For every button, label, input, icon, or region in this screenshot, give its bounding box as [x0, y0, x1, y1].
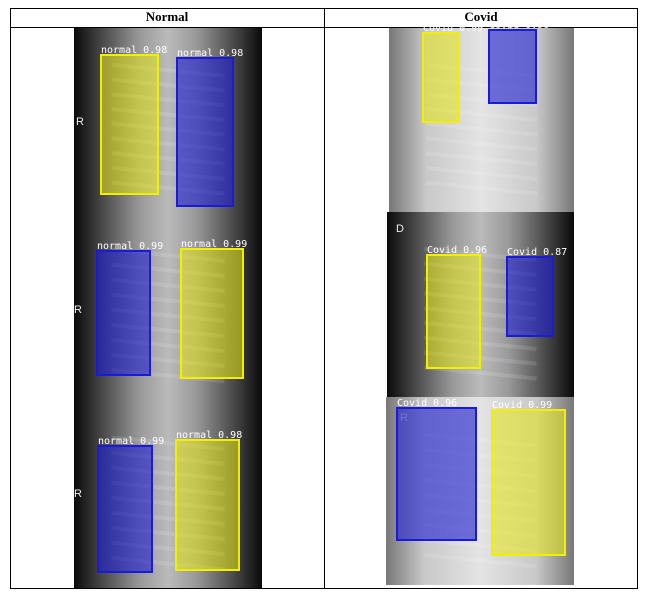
rib-shadow: [424, 365, 537, 381]
image-marker: R: [74, 488, 82, 500]
rib-shadow: [425, 136, 538, 152]
detection-box: [180, 248, 244, 379]
detection-label: Covid 0.87: [507, 247, 567, 258]
detection-label: normal 0.99: [97, 241, 163, 252]
image-marker: R: [76, 116, 84, 128]
detection-label: normal 0.98: [101, 45, 167, 56]
rib-shadow: [425, 121, 538, 137]
detection-box: [176, 57, 234, 207]
detection-box: [96, 250, 151, 376]
detection-label: Covid 0.99: [492, 400, 552, 411]
detection-label: normal 0.98: [176, 430, 242, 441]
column-header: Normal: [146, 9, 189, 24]
xray-image: [389, 28, 574, 212]
rib-shadow: [425, 151, 538, 167]
detection-box: [488, 29, 537, 104]
detection-box: [491, 409, 566, 556]
detection-box: [506, 256, 554, 337]
detection-box: [426, 254, 481, 369]
detection-label: Covid 0.96: [397, 398, 457, 409]
detection-label: Covid 0.96: [489, 20, 549, 31]
detection-box: [422, 32, 460, 123]
detection-label: normal 0.99: [98, 436, 164, 447]
detection-box: [396, 407, 477, 541]
image-marker: R: [74, 304, 82, 316]
rib-shadow: [425, 180, 538, 196]
rib-shadow: [425, 165, 538, 181]
rib-shadow: [423, 552, 537, 569]
detection-box: [175, 439, 240, 571]
detection-label: Covid 0.99: [423, 23, 483, 34]
detection-label: Covid 0.96: [427, 245, 487, 256]
detection-label: normal 0.99: [181, 239, 247, 250]
column-header: Covid: [464, 9, 498, 24]
detection-box: [100, 54, 159, 195]
detection-label: normal 0.98: [177, 48, 243, 59]
image-marker: D: [396, 223, 404, 235]
detection-box: [97, 445, 153, 573]
